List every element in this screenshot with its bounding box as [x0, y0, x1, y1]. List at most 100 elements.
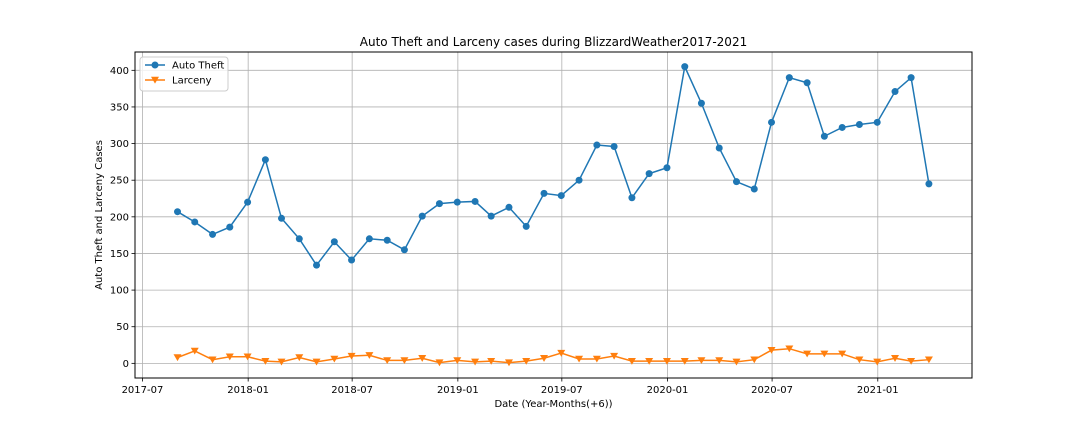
larceny-point: [680, 357, 689, 365]
auto-theft-point: [768, 118, 776, 126]
auto-theft-point: [505, 203, 513, 211]
x-axis-label: Date (Year-Months(+6)): [494, 399, 612, 410]
legend: Auto Theft Larceny: [139, 56, 229, 92]
x-axis-ticks: 2017-07 2018-01 2018-07 2019-01 2019-07 2020-…: [122, 378, 899, 396]
larceny-point: [261, 357, 270, 365]
auto-theft-point: [593, 141, 601, 149]
auto-theft-point: [540, 189, 548, 197]
plot-frame: [134, 51, 973, 379]
larceny-point: [662, 357, 671, 365]
larceny-point: [208, 356, 217, 364]
larceny-point: [803, 350, 812, 358]
larceny-point: [312, 358, 321, 366]
x-tick-label: 2019-07: [541, 385, 583, 396]
larceny-point: [732, 358, 741, 366]
auto-theft-point: [174, 208, 182, 216]
y-tick-label: 250: [110, 176, 129, 187]
auto-theft-point: [487, 212, 495, 220]
larceny-point: [347, 352, 356, 360]
larceny-point: [924, 356, 933, 364]
larceny-point: [400, 357, 409, 365]
auto-theft-point: [313, 261, 321, 269]
x-tick-label: 2020-01: [647, 385, 689, 396]
auto-theft-point: [244, 198, 252, 206]
y-axis-ticks: 0 50 100 150 200 250 300 350 400: [110, 66, 135, 370]
auto-theft-point: [925, 180, 933, 188]
y-tick-label: 0: [123, 359, 129, 370]
series-layer: [173, 63, 933, 367]
legend-larceny-label: Larceny: [172, 76, 212, 87]
auto-theft-point: [891, 88, 899, 96]
auto-theft-point: [522, 222, 530, 230]
auto-theft-point: [732, 178, 740, 186]
y-tick-label: 400: [110, 66, 129, 77]
auto-theft-point: [330, 238, 338, 246]
larceny-point: [453, 357, 462, 365]
auto-theft-point: [838, 123, 846, 131]
larceny-point: [487, 357, 496, 365]
auto-theft-point: [261, 156, 269, 164]
auto-theft-point: [418, 212, 426, 220]
larceny-point: [365, 352, 374, 359]
larceny-point: [225, 353, 234, 361]
legend-larceny-marker: [151, 76, 159, 84]
auto-theft-point: [873, 118, 881, 126]
auto-theft-point: [400, 246, 408, 254]
auto-theft-point: [785, 74, 793, 82]
y-tick-label: 300: [110, 139, 129, 150]
auto-theft-point: [348, 256, 356, 264]
auto-theft-point: [681, 63, 689, 71]
larceny-point: [627, 357, 636, 365]
larceny-point: [435, 359, 444, 367]
auto-theft-point: [750, 185, 758, 193]
auto-theft-point: [383, 236, 391, 244]
larceny-point: [190, 347, 199, 355]
y-tick-label: 350: [110, 102, 129, 113]
auto-theft-point: [575, 176, 583, 184]
x-tick-label: 2018-07: [331, 385, 373, 396]
larceny-point: [907, 357, 916, 365]
auto-theft-point: [209, 230, 217, 238]
y-axis-label: Auto Theft and Larceny Cases: [94, 140, 105, 290]
chart-title: Auto Theft and Larceny cases during Bliz…: [360, 35, 747, 49]
larceny-point: [767, 346, 776, 354]
series-auto-theft: [174, 63, 933, 269]
larceny-point: [820, 350, 829, 358]
larceny-point: [697, 357, 706, 365]
larceny-line: [177, 347, 929, 364]
larceny-point: [873, 358, 882, 366]
y-tick-label: 150: [110, 249, 129, 260]
larceny-point: [504, 359, 513, 367]
larceny-point: [277, 358, 286, 366]
legend-auto-theft-marker: [151, 61, 159, 69]
auto-theft-point: [645, 170, 653, 178]
auto-theft-point: [471, 197, 479, 205]
larceny-point: [522, 357, 531, 365]
auto-theft-point: [191, 218, 199, 226]
larceny-point: [838, 350, 847, 358]
x-tick-label: 2021-01: [857, 385, 899, 396]
larceny-point: [557, 349, 566, 357]
larceny-point: [891, 355, 900, 362]
auto-theft-point: [907, 74, 915, 82]
larceny-point: [855, 356, 864, 364]
larceny-point: [750, 356, 759, 364]
larceny-point: [785, 345, 794, 353]
auto-theft-point: [453, 198, 461, 206]
y-tick-label: 100: [110, 286, 129, 297]
x-tick-label: 2018-01: [227, 385, 269, 396]
y-tick-label: 200: [110, 212, 129, 223]
larceny-point: [330, 355, 339, 363]
larceny-point: [173, 354, 182, 362]
y-tick-label: 50: [116, 322, 129, 333]
x-tick-label: 2019-01: [437, 385, 479, 396]
auto-theft-point: [855, 121, 863, 129]
auto-theft-point: [820, 132, 828, 140]
auto-theft-point: [628, 194, 636, 202]
auto-theft-point: [295, 235, 303, 243]
auto-theft-point: [663, 164, 671, 172]
auto-theft-point: [715, 144, 723, 152]
auto-theft-point: [610, 143, 618, 151]
grid: [135, 52, 972, 378]
